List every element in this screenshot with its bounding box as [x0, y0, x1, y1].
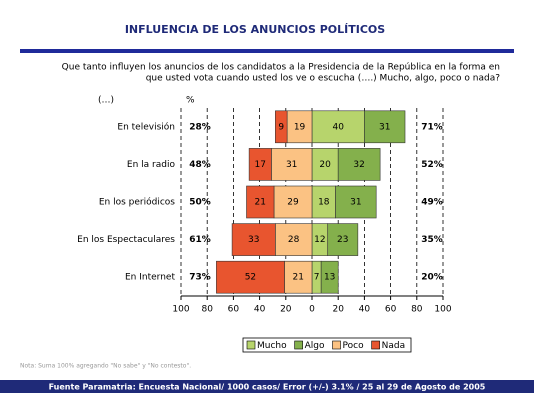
- value-label: 19: [294, 122, 306, 132]
- value-label: 21: [293, 273, 304, 283]
- legend-swatch: [246, 340, 256, 350]
- legend-box: [242, 337, 412, 353]
- bar: [327, 223, 359, 256]
- value-label: 9: [278, 122, 284, 132]
- bar: [286, 110, 313, 144]
- x-tick-label: 40: [254, 305, 266, 315]
- value-label: 52: [245, 273, 256, 283]
- category-label: En los Espectaculares: [77, 235, 175, 245]
- left-total: 28%: [189, 122, 211, 132]
- value-label: 17: [255, 160, 266, 170]
- right-total: 20%: [421, 273, 443, 283]
- right-total: 52%: [421, 160, 443, 170]
- total-header: %: [186, 96, 195, 106]
- x-tick-label: 80: [201, 305, 213, 315]
- x-tick-label: 100: [434, 305, 451, 315]
- left-total: 73%: [189, 273, 211, 283]
- value-label: 13: [324, 273, 335, 283]
- value-label: 23: [337, 235, 348, 245]
- category-label: En televisión: [117, 121, 175, 132]
- x-tick-label: 40: [359, 305, 371, 315]
- value-label: 12: [314, 235, 325, 245]
- bar: [275, 110, 288, 144]
- legend-swatch: [371, 340, 380, 350]
- x-tick-label: 20: [332, 305, 344, 315]
- left-total: 61%: [189, 235, 211, 245]
- legend-swatch: [332, 340, 341, 350]
- question: que usted vota cuando usted los ve o esc…: [146, 74, 501, 84]
- bar: [231, 223, 276, 256]
- value-label: 7: [314, 273, 320, 283]
- bar: [311, 110, 365, 144]
- value-label: 28: [288, 235, 300, 245]
- left-total: 50%: [189, 198, 211, 208]
- legend-label: Nada: [382, 341, 405, 351]
- right-total: 49%: [421, 198, 443, 208]
- question: Que tanto influyen los anuncios de los c…: [62, 63, 500, 73]
- value-label: 29: [287, 198, 299, 208]
- x-tick-label: 80: [411, 305, 423, 315]
- right-total: 35%: [421, 235, 443, 245]
- value-label: 40: [332, 122, 344, 132]
- category-header: (…): [98, 96, 114, 106]
- category-label: En la radio: [127, 160, 176, 170]
- value-label: 20: [319, 160, 331, 170]
- x-tick-label: 60: [385, 305, 397, 315]
- left-total: 48%: [189, 160, 211, 170]
- legend-swatch: [294, 340, 303, 350]
- legend-label: Algo: [305, 341, 325, 351]
- bar: [216, 260, 285, 294]
- footer-bar: [0, 380, 534, 393]
- x-tick-label: 100: [172, 305, 189, 315]
- chart-title: INFLUENCIA DE LOS ANUNCIOS POLÍTICOS: [125, 23, 385, 36]
- value-label: 33: [248, 235, 259, 245]
- value-label: 21: [255, 198, 266, 208]
- bar: [275, 223, 313, 256]
- source: Fuente Paramatria: Encuesta Nacional/ 10…: [49, 383, 486, 392]
- right-total: 71%: [421, 122, 443, 132]
- x-tick-label: 60: [228, 305, 240, 315]
- x-tick-label: 0: [309, 305, 315, 315]
- value-label: 31: [379, 122, 390, 132]
- value-label: 18: [318, 198, 330, 208]
- x-tick-label: 20: [280, 305, 292, 315]
- bar: [246, 185, 275, 219]
- value-label: 31: [350, 198, 361, 208]
- bar: [248, 148, 272, 181]
- bar: [271, 148, 313, 181]
- legend-label: Mucho: [257, 341, 287, 351]
- value-label: 32: [353, 160, 364, 170]
- bar: [320, 260, 339, 294]
- category-label: En Internet: [125, 273, 175, 283]
- title-rule: [20, 49, 514, 53]
- category-label: En los periódicos: [99, 197, 175, 208]
- value-label: 31: [286, 160, 297, 170]
- note: Nota: Suma 100% agregando "No sabe" y "N…: [20, 363, 191, 370]
- bar: [335, 185, 377, 219]
- bar: [337, 148, 381, 181]
- bar: [364, 110, 406, 144]
- legend-label: Poco: [343, 341, 365, 351]
